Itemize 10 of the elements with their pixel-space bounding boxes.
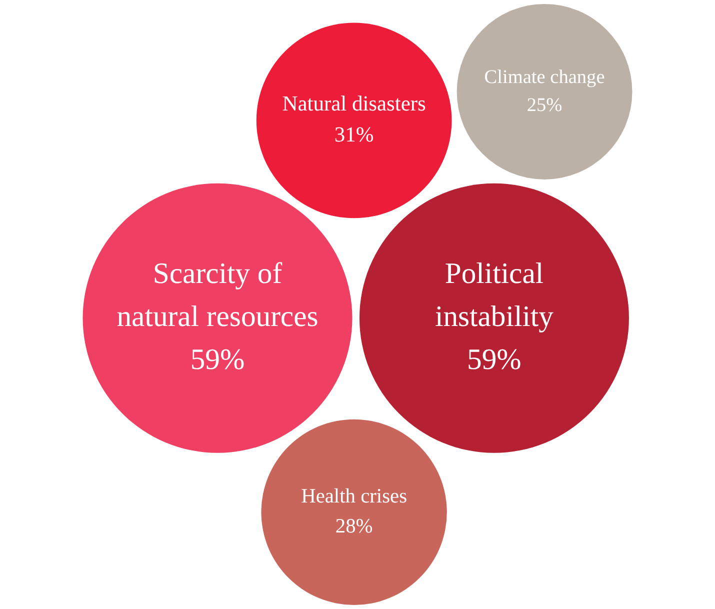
data-label: 59%: [190, 344, 245, 376]
data-label: 25%: [526, 94, 562, 116]
category-label: Climate change: [484, 66, 605, 88]
category-label: Political instability: [434, 258, 554, 333]
category-label: Natural disasters: [282, 92, 426, 116]
category-label: Scarcity of natural resources: [116, 258, 318, 333]
category-label: Health crises: [301, 486, 408, 508]
data-label: 28%: [335, 515, 373, 538]
data-label: 59%: [467, 344, 522, 376]
data-label: 31%: [334, 122, 374, 147]
